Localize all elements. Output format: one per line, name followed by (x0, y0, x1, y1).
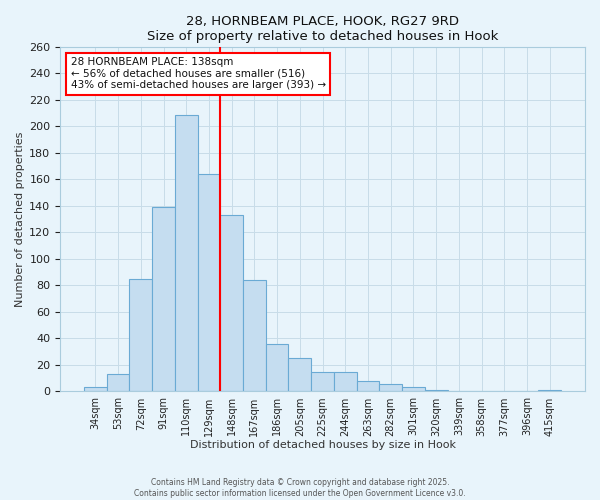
Bar (289, 358, 311, 392)
Bar (334, 372, 356, 392)
Bar (130, 279, 152, 392)
Bar (197, 174, 220, 392)
Bar (425, 390, 448, 392)
Y-axis label: Number of detached properties: Number of detached properties (15, 132, 25, 307)
Bar (220, 215, 243, 392)
Bar (311, 372, 334, 392)
Bar (152, 208, 175, 392)
Bar (107, 374, 130, 392)
Bar (379, 384, 402, 392)
Bar (243, 280, 266, 392)
Bar (175, 114, 197, 392)
Bar (356, 381, 379, 392)
Bar (266, 344, 289, 392)
Title: 28, HORNBEAM PLACE, HOOK, RG27 9RD
Size of property relative to detached houses : 28, HORNBEAM PLACE, HOOK, RG27 9RD Size … (147, 15, 498, 43)
X-axis label: Distribution of detached houses by size in Hook: Distribution of detached houses by size … (190, 440, 455, 450)
Text: 28 HORNBEAM PLACE: 138sqm
← 56% of detached houses are smaller (516)
43% of semi: 28 HORNBEAM PLACE: 138sqm ← 56% of detac… (71, 58, 326, 90)
Text: Contains HM Land Registry data © Crown copyright and database right 2025.
Contai: Contains HM Land Registry data © Crown c… (134, 478, 466, 498)
Bar (538, 390, 561, 392)
Bar (402, 388, 425, 392)
Bar (84, 388, 107, 392)
